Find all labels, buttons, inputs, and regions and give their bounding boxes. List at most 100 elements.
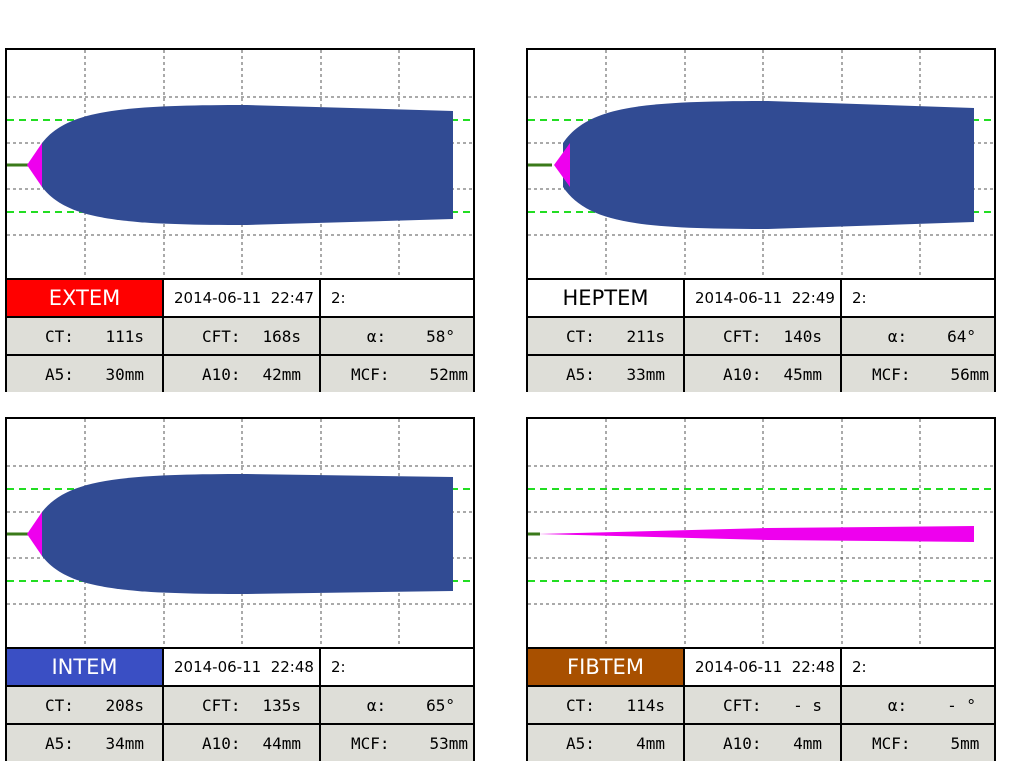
result-label: CFT: [202,326,241,346]
result-label: MCF: [872,733,911,753]
result-value: 53mm [429,733,469,753]
trace-chart [7,50,473,278]
result-cell: α: 65° [319,685,473,723]
result-cell: MCF: 53mm [319,723,473,761]
result-label: A10: [202,364,241,384]
test-panel: FIBTEM 2014-06-11 22:48 2: CT: 114s CFT: - s α:… [526,417,996,761]
result-cell: CT: 114s [528,685,683,723]
result-label: MCF: [351,733,390,753]
test-name: HEPTEM [528,278,683,316]
datetime: 2014-06-11 22:48 [683,647,840,685]
result-label: α: [887,326,908,346]
channel: 2: [840,278,994,316]
result-cell: A5: 34mm [7,723,162,761]
result-label: CT: [45,695,74,715]
result-value: 4mm [793,733,822,753]
result-cell: MCF: 52mm [319,354,473,392]
trace [42,474,453,594]
trace [538,526,974,542]
result-label: CFT: [723,695,762,715]
result-cell: CT: 111s [7,316,162,354]
result-value: - ° [947,695,976,715]
result-label: A5: [45,733,74,753]
result-label: MCF: [351,364,390,384]
test-name: FIBTEM [528,647,683,685]
result-label: α: [887,695,908,715]
result-value: 135s [262,695,301,715]
result-label: CFT: [723,326,762,346]
result-label: A5: [45,364,74,384]
result-label: CT: [566,326,595,346]
result-value: 114s [626,695,665,715]
result-value: - s [793,695,822,715]
test-panel: INTEM 2014-06-11 22:48 2: CT: 208s CFT: 135s α:… [5,417,475,761]
result-value: 52mm [429,364,469,384]
result-value: 208s [105,695,144,715]
test-panel: EXTEM 2014-06-11 22:47 2: CT: 111s CFT: 168s α:… [5,48,475,392]
datetime: 2014-06-11 22:47 [162,278,319,316]
trace-chart [528,419,994,647]
result-value: 33mm [626,364,665,384]
result-cell: α: - ° [840,685,994,723]
result-label: α: [366,695,387,715]
result-value: 44mm [262,733,301,753]
result-value: 42mm [262,364,301,384]
result-value: 168s [262,326,301,346]
result-cell: CFT: 168s [162,316,319,354]
result-cell: A10: 4mm [683,723,840,761]
result-label: A10: [202,733,241,753]
result-value: 45mm [783,364,822,384]
result-label: α: [366,326,387,346]
result-label: A5: [566,364,595,384]
result-cell: α: 58° [319,316,473,354]
result-cell: A10: 42mm [162,354,319,392]
result-label: CT: [566,695,595,715]
trace [563,101,974,229]
result-cell: A5: 30mm [7,354,162,392]
result-cell: A10: 44mm [162,723,319,761]
trace-chart [7,419,473,647]
result-value: 211s [626,326,665,346]
channel: 2: [840,647,994,685]
result-cell: A5: 33mm [528,354,683,392]
result-cell: CT: 211s [528,316,683,354]
datetime: 2014-06-11 22:49 [683,278,840,316]
result-label: CFT: [202,695,241,715]
test-panel: HEPTEM 2014-06-11 22:49 2: CT: 211s CFT: 140s α… [526,48,996,392]
result-value: 5mm [950,733,980,753]
result-value: 111s [105,326,144,346]
datetime: 2014-06-11 22:48 [162,647,319,685]
channel: 2: [319,647,473,685]
result-label: A10: [723,364,762,384]
result-cell: A10: 45mm [683,354,840,392]
channel: 2: [319,278,473,316]
trace-onset [27,512,42,556]
trace-onset [554,143,570,187]
result-cell: CT: 208s [7,685,162,723]
result-value: 65° [426,695,455,715]
trace [42,105,453,225]
result-label: CT: [45,326,74,346]
trace-chart [528,50,994,278]
result-label: A10: [723,733,762,753]
result-value: 58° [426,326,455,346]
test-name: EXTEM [7,278,162,316]
result-cell: A5: 4mm [528,723,683,761]
result-value: 30mm [105,364,144,384]
result-label: A5: [566,733,595,753]
result-cell: CFT: 140s [683,316,840,354]
result-value: 4mm [636,733,665,753]
result-value: 140s [783,326,822,346]
result-cell: α: 64° [840,316,994,354]
result-cell: CFT: - s [683,685,840,723]
result-value: 64° [947,326,976,346]
result-value: 34mm [105,733,144,753]
result-cell: MCF: 56mm [840,354,994,392]
test-name: INTEM [7,647,162,685]
result-label: MCF: [872,364,911,384]
trace-onset [27,143,42,187]
result-cell: CFT: 135s [162,685,319,723]
result-value: 56mm [950,364,990,384]
result-cell: MCF: 5mm [840,723,994,761]
